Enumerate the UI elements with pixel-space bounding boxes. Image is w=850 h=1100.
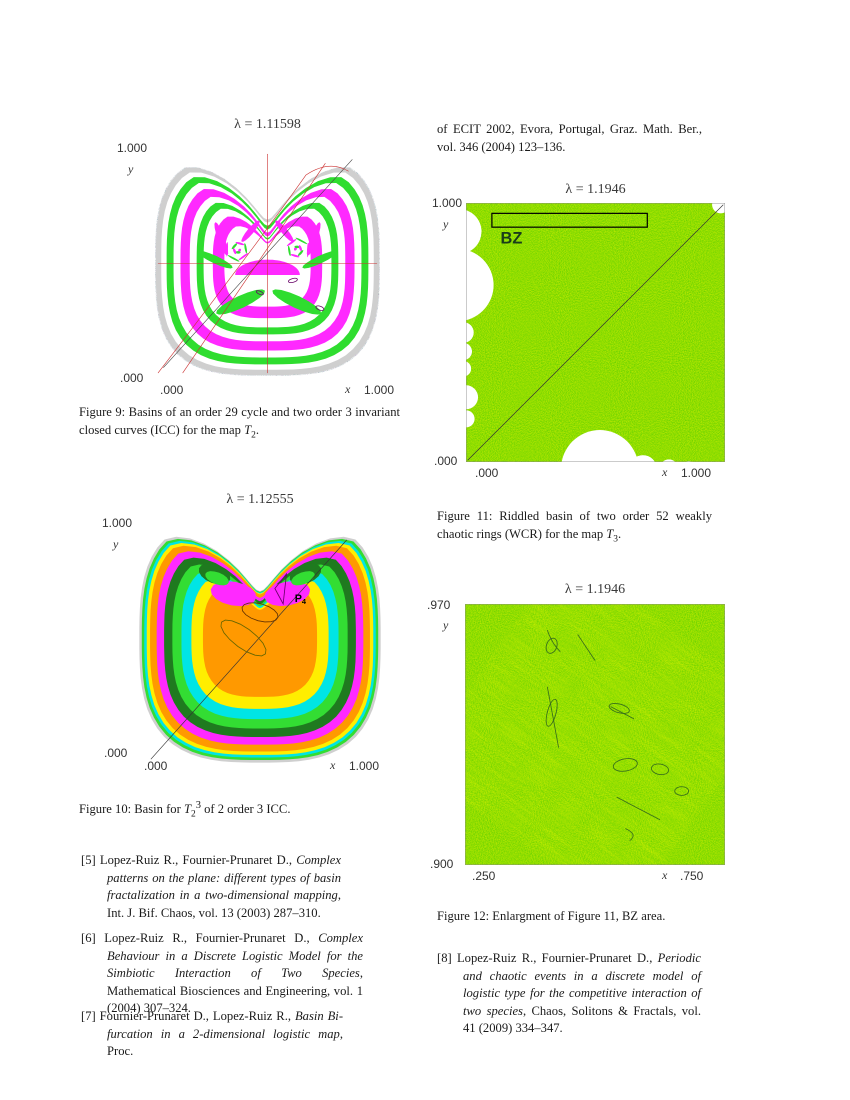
svg-text:BZ: BZ (501, 230, 523, 248)
